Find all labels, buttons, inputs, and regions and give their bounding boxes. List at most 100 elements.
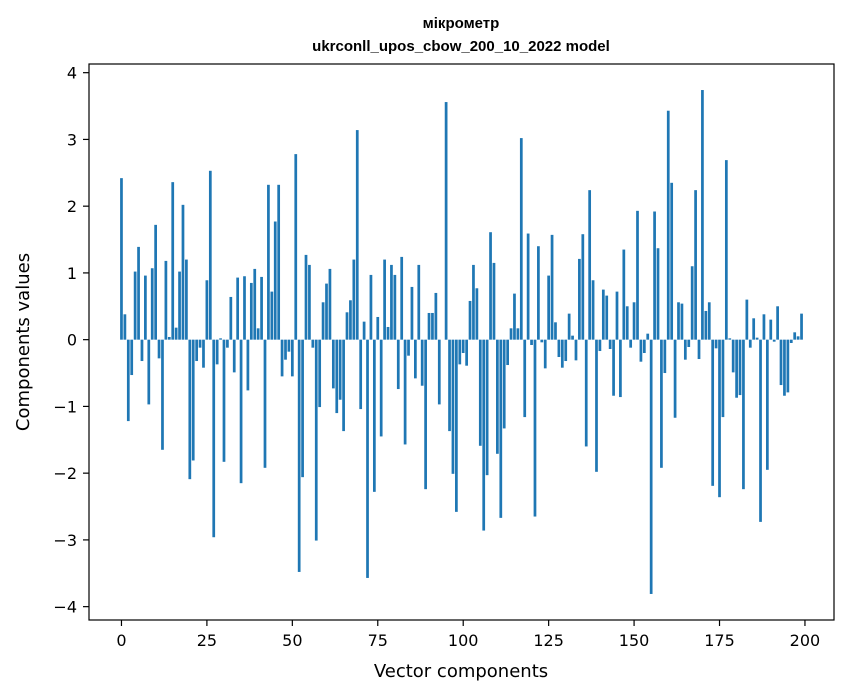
bar <box>564 339 568 362</box>
bar <box>383 259 386 340</box>
bar <box>646 333 650 340</box>
y-tick-label: −2 <box>53 464 77 483</box>
bar <box>687 339 691 347</box>
bar <box>629 339 633 348</box>
bar <box>475 288 479 340</box>
chart-subtitle: ukrconll_upos_cbow_200_10_2022 model <box>312 38 610 55</box>
bar <box>174 327 178 340</box>
bar <box>783 339 786 396</box>
bar <box>342 339 345 432</box>
bar <box>762 314 766 340</box>
bar <box>212 339 216 538</box>
y-axis-label: Components values <box>13 253 34 431</box>
bar <box>410 286 414 340</box>
bar <box>318 339 322 408</box>
y-tick-label: −4 <box>53 598 77 617</box>
bar <box>379 339 383 437</box>
bar <box>290 339 294 377</box>
bar <box>755 337 759 340</box>
bar <box>154 224 157 340</box>
bar <box>670 182 674 340</box>
bar <box>735 339 738 398</box>
bar <box>229 296 233 340</box>
bar <box>608 339 612 349</box>
bar <box>273 221 277 340</box>
bar <box>748 339 752 348</box>
bar <box>188 339 192 480</box>
bar <box>335 339 339 414</box>
bar <box>796 336 800 340</box>
bar <box>745 299 749 340</box>
bar <box>376 316 380 340</box>
bar <box>560 339 564 368</box>
bar <box>588 190 592 340</box>
bar <box>294 154 298 340</box>
bar <box>704 310 708 340</box>
bar <box>468 300 472 340</box>
bar <box>472 264 475 340</box>
bar <box>270 291 274 340</box>
bar <box>444 102 448 340</box>
bar <box>656 248 660 340</box>
bar <box>789 339 793 343</box>
bar <box>130 339 134 376</box>
plot-area-frame <box>88 63 835 621</box>
bar <box>673 339 677 418</box>
bar <box>731 339 735 373</box>
bar <box>448 339 451 432</box>
bar <box>666 110 670 340</box>
x-tick-label: 100 <box>448 631 479 650</box>
bar <box>496 339 499 454</box>
bar <box>595 339 598 472</box>
bar <box>465 339 468 366</box>
bar <box>533 339 537 517</box>
bar <box>567 313 571 340</box>
bar <box>133 271 137 340</box>
bar <box>386 326 390 340</box>
x-tick-label: 0 <box>116 631 126 650</box>
bar <box>260 276 263 340</box>
bar <box>205 280 209 340</box>
bar <box>615 291 619 340</box>
bar <box>605 295 609 340</box>
bar <box>434 292 438 340</box>
bar <box>482 339 486 531</box>
bar <box>513 293 516 340</box>
bar <box>499 339 503 518</box>
bar <box>314 339 318 541</box>
bar <box>437 339 441 405</box>
x-tick-label: 200 <box>790 631 821 650</box>
bar <box>246 339 250 391</box>
bar <box>632 302 636 340</box>
bar <box>697 339 701 360</box>
bar <box>390 264 393 340</box>
bar <box>772 339 776 342</box>
bar <box>728 338 732 340</box>
bar <box>345 312 349 340</box>
bar <box>526 233 530 340</box>
bar <box>191 339 195 461</box>
bar <box>519 138 523 340</box>
bar <box>239 339 243 484</box>
bar <box>502 339 506 429</box>
bar <box>786 339 790 393</box>
bar <box>424 339 427 490</box>
bar <box>311 339 315 348</box>
bar <box>147 339 151 405</box>
bar <box>355 130 359 340</box>
bar <box>126 339 130 422</box>
x-axis-label: Vector components <box>374 661 548 682</box>
x-tick-label: 175 <box>704 631 735 650</box>
y-axis: −4 −3 −2 −1 0 1 2 3 4 <box>53 64 89 617</box>
x-tick-label: 75 <box>368 631 388 650</box>
bar <box>478 339 482 446</box>
bar <box>352 259 356 340</box>
bar <box>161 339 164 450</box>
bar <box>625 306 629 340</box>
y-tick-label: 2 <box>67 197 77 216</box>
bar <box>485 339 489 476</box>
bar <box>284 339 287 360</box>
y-tick-label: 3 <box>67 130 77 149</box>
bar <box>639 339 643 362</box>
bar <box>215 339 219 365</box>
